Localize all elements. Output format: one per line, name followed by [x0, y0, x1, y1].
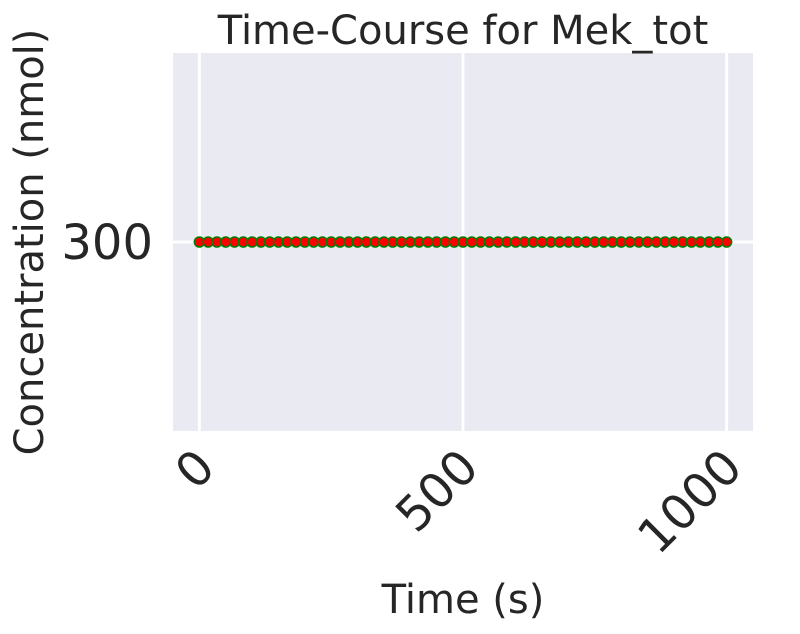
data-point	[720, 236, 733, 248]
x-tick-label: 1000	[627, 439, 753, 565]
x-axis-label: Time (s)	[381, 577, 545, 623]
chart-title: Time-Course for Mek_tot	[217, 8, 709, 54]
y-axis-label: Concentration (nmol)	[7, 29, 53, 456]
y-tick-labels: 300	[61, 215, 153, 271]
series-layer	[193, 236, 733, 248]
y-tick-label: 300	[61, 215, 153, 271]
x-tick-label: 0	[165, 439, 226, 500]
x-tick-labels: 0 500 1000	[165, 439, 753, 565]
x-tick-label: 500	[385, 439, 489, 543]
